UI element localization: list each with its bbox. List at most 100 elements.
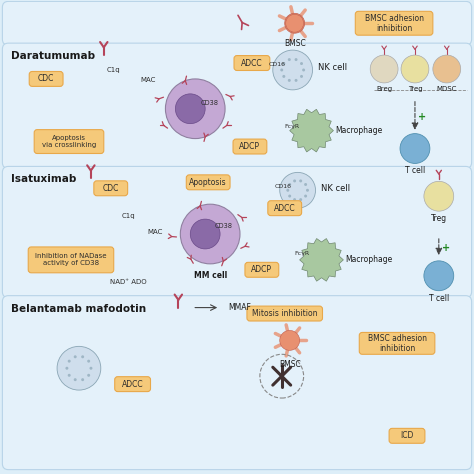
Text: Belantamab mafodotin: Belantamab mafodotin	[11, 304, 146, 314]
FancyBboxPatch shape	[247, 306, 322, 321]
Circle shape	[400, 134, 430, 164]
Circle shape	[81, 378, 84, 381]
Circle shape	[288, 183, 291, 186]
Text: T cell: T cell	[405, 166, 425, 175]
Circle shape	[300, 75, 303, 78]
FancyBboxPatch shape	[389, 428, 425, 443]
Text: ADCP: ADCP	[239, 142, 260, 151]
Circle shape	[424, 261, 454, 291]
Circle shape	[288, 194, 291, 198]
Text: Isatuximab: Isatuximab	[11, 174, 77, 184]
Circle shape	[286, 14, 304, 32]
Circle shape	[68, 360, 71, 363]
Circle shape	[285, 13, 305, 33]
Text: Macrophage: Macrophage	[346, 255, 392, 264]
Circle shape	[81, 356, 84, 358]
Circle shape	[68, 374, 71, 377]
FancyBboxPatch shape	[94, 181, 128, 196]
Circle shape	[288, 79, 291, 82]
Text: C1q: C1q	[122, 213, 136, 219]
Text: +: +	[442, 243, 450, 253]
Text: NAD⁺ ADO: NAD⁺ ADO	[110, 279, 147, 285]
Text: BMSC adhesion
inhibition: BMSC adhesion inhibition	[367, 334, 427, 353]
FancyBboxPatch shape	[29, 72, 63, 86]
FancyBboxPatch shape	[34, 129, 104, 154]
Text: Breg: Breg	[376, 86, 392, 92]
Text: +: +	[418, 112, 426, 122]
FancyBboxPatch shape	[359, 332, 435, 354]
Circle shape	[294, 79, 298, 82]
Circle shape	[299, 180, 302, 182]
Circle shape	[424, 182, 454, 211]
FancyBboxPatch shape	[28, 247, 114, 273]
Text: CD16: CD16	[268, 62, 285, 66]
Circle shape	[302, 69, 305, 72]
Text: ICD: ICD	[401, 431, 414, 440]
Text: CDC: CDC	[38, 74, 55, 83]
Circle shape	[280, 69, 283, 72]
Text: MAC: MAC	[141, 77, 156, 83]
FancyBboxPatch shape	[356, 11, 433, 35]
Circle shape	[180, 204, 240, 264]
Text: ADCC: ADCC	[241, 58, 263, 67]
Circle shape	[280, 173, 316, 208]
Circle shape	[283, 62, 285, 65]
Circle shape	[87, 374, 90, 377]
Polygon shape	[290, 109, 333, 152]
Circle shape	[300, 62, 303, 65]
Circle shape	[286, 189, 289, 192]
Circle shape	[74, 356, 77, 358]
FancyBboxPatch shape	[2, 1, 472, 45]
FancyBboxPatch shape	[2, 166, 472, 298]
Circle shape	[288, 58, 291, 61]
Circle shape	[65, 367, 68, 370]
Circle shape	[306, 189, 309, 192]
Circle shape	[165, 79, 225, 138]
Text: T cell: T cell	[428, 294, 449, 303]
Text: Apoptosis: Apoptosis	[189, 178, 227, 187]
Circle shape	[299, 198, 302, 201]
Text: Macrophage: Macrophage	[336, 126, 383, 135]
Circle shape	[304, 183, 307, 186]
FancyBboxPatch shape	[115, 377, 151, 392]
Text: C1q: C1q	[107, 67, 120, 73]
FancyBboxPatch shape	[2, 296, 472, 470]
Text: Treg: Treg	[431, 214, 447, 223]
Text: NK cell: NK cell	[320, 184, 350, 193]
Text: BMSC: BMSC	[284, 39, 306, 48]
Text: Mitosis inhibition: Mitosis inhibition	[252, 309, 318, 318]
Text: MDSC: MDSC	[437, 86, 457, 92]
Circle shape	[304, 194, 307, 198]
Circle shape	[293, 198, 296, 201]
Circle shape	[283, 75, 285, 78]
Text: CD16: CD16	[274, 184, 291, 189]
FancyBboxPatch shape	[2, 43, 472, 168]
Circle shape	[74, 378, 77, 381]
Text: BMSC adhesion
inhibition: BMSC adhesion inhibition	[365, 14, 424, 33]
Text: CD38: CD38	[215, 223, 233, 229]
Text: MM cell: MM cell	[193, 271, 227, 280]
Text: Treg: Treg	[408, 86, 422, 92]
FancyBboxPatch shape	[245, 262, 279, 277]
Text: NK cell: NK cell	[318, 64, 346, 73]
Text: Apoptosis
via crosslinking: Apoptosis via crosslinking	[42, 135, 96, 148]
Text: Inhibition of NADase
activity of CD38: Inhibition of NADase activity of CD38	[35, 254, 107, 266]
Text: CD38: CD38	[200, 100, 218, 106]
Text: Daratumumab: Daratumumab	[11, 51, 95, 61]
Circle shape	[294, 58, 298, 61]
Circle shape	[57, 346, 101, 390]
Text: FcγR: FcγR	[284, 124, 299, 129]
Polygon shape	[300, 238, 343, 281]
FancyBboxPatch shape	[234, 55, 270, 71]
Text: ADCP: ADCP	[251, 265, 273, 274]
Text: MMAF: MMAF	[228, 303, 251, 312]
FancyBboxPatch shape	[186, 175, 230, 190]
Text: ADCC: ADCC	[274, 204, 295, 213]
Circle shape	[280, 330, 300, 350]
Circle shape	[370, 55, 398, 83]
FancyBboxPatch shape	[233, 139, 267, 154]
Circle shape	[190, 219, 220, 249]
Circle shape	[90, 367, 92, 370]
Text: BMSC: BMSC	[279, 360, 301, 369]
Circle shape	[433, 55, 461, 83]
